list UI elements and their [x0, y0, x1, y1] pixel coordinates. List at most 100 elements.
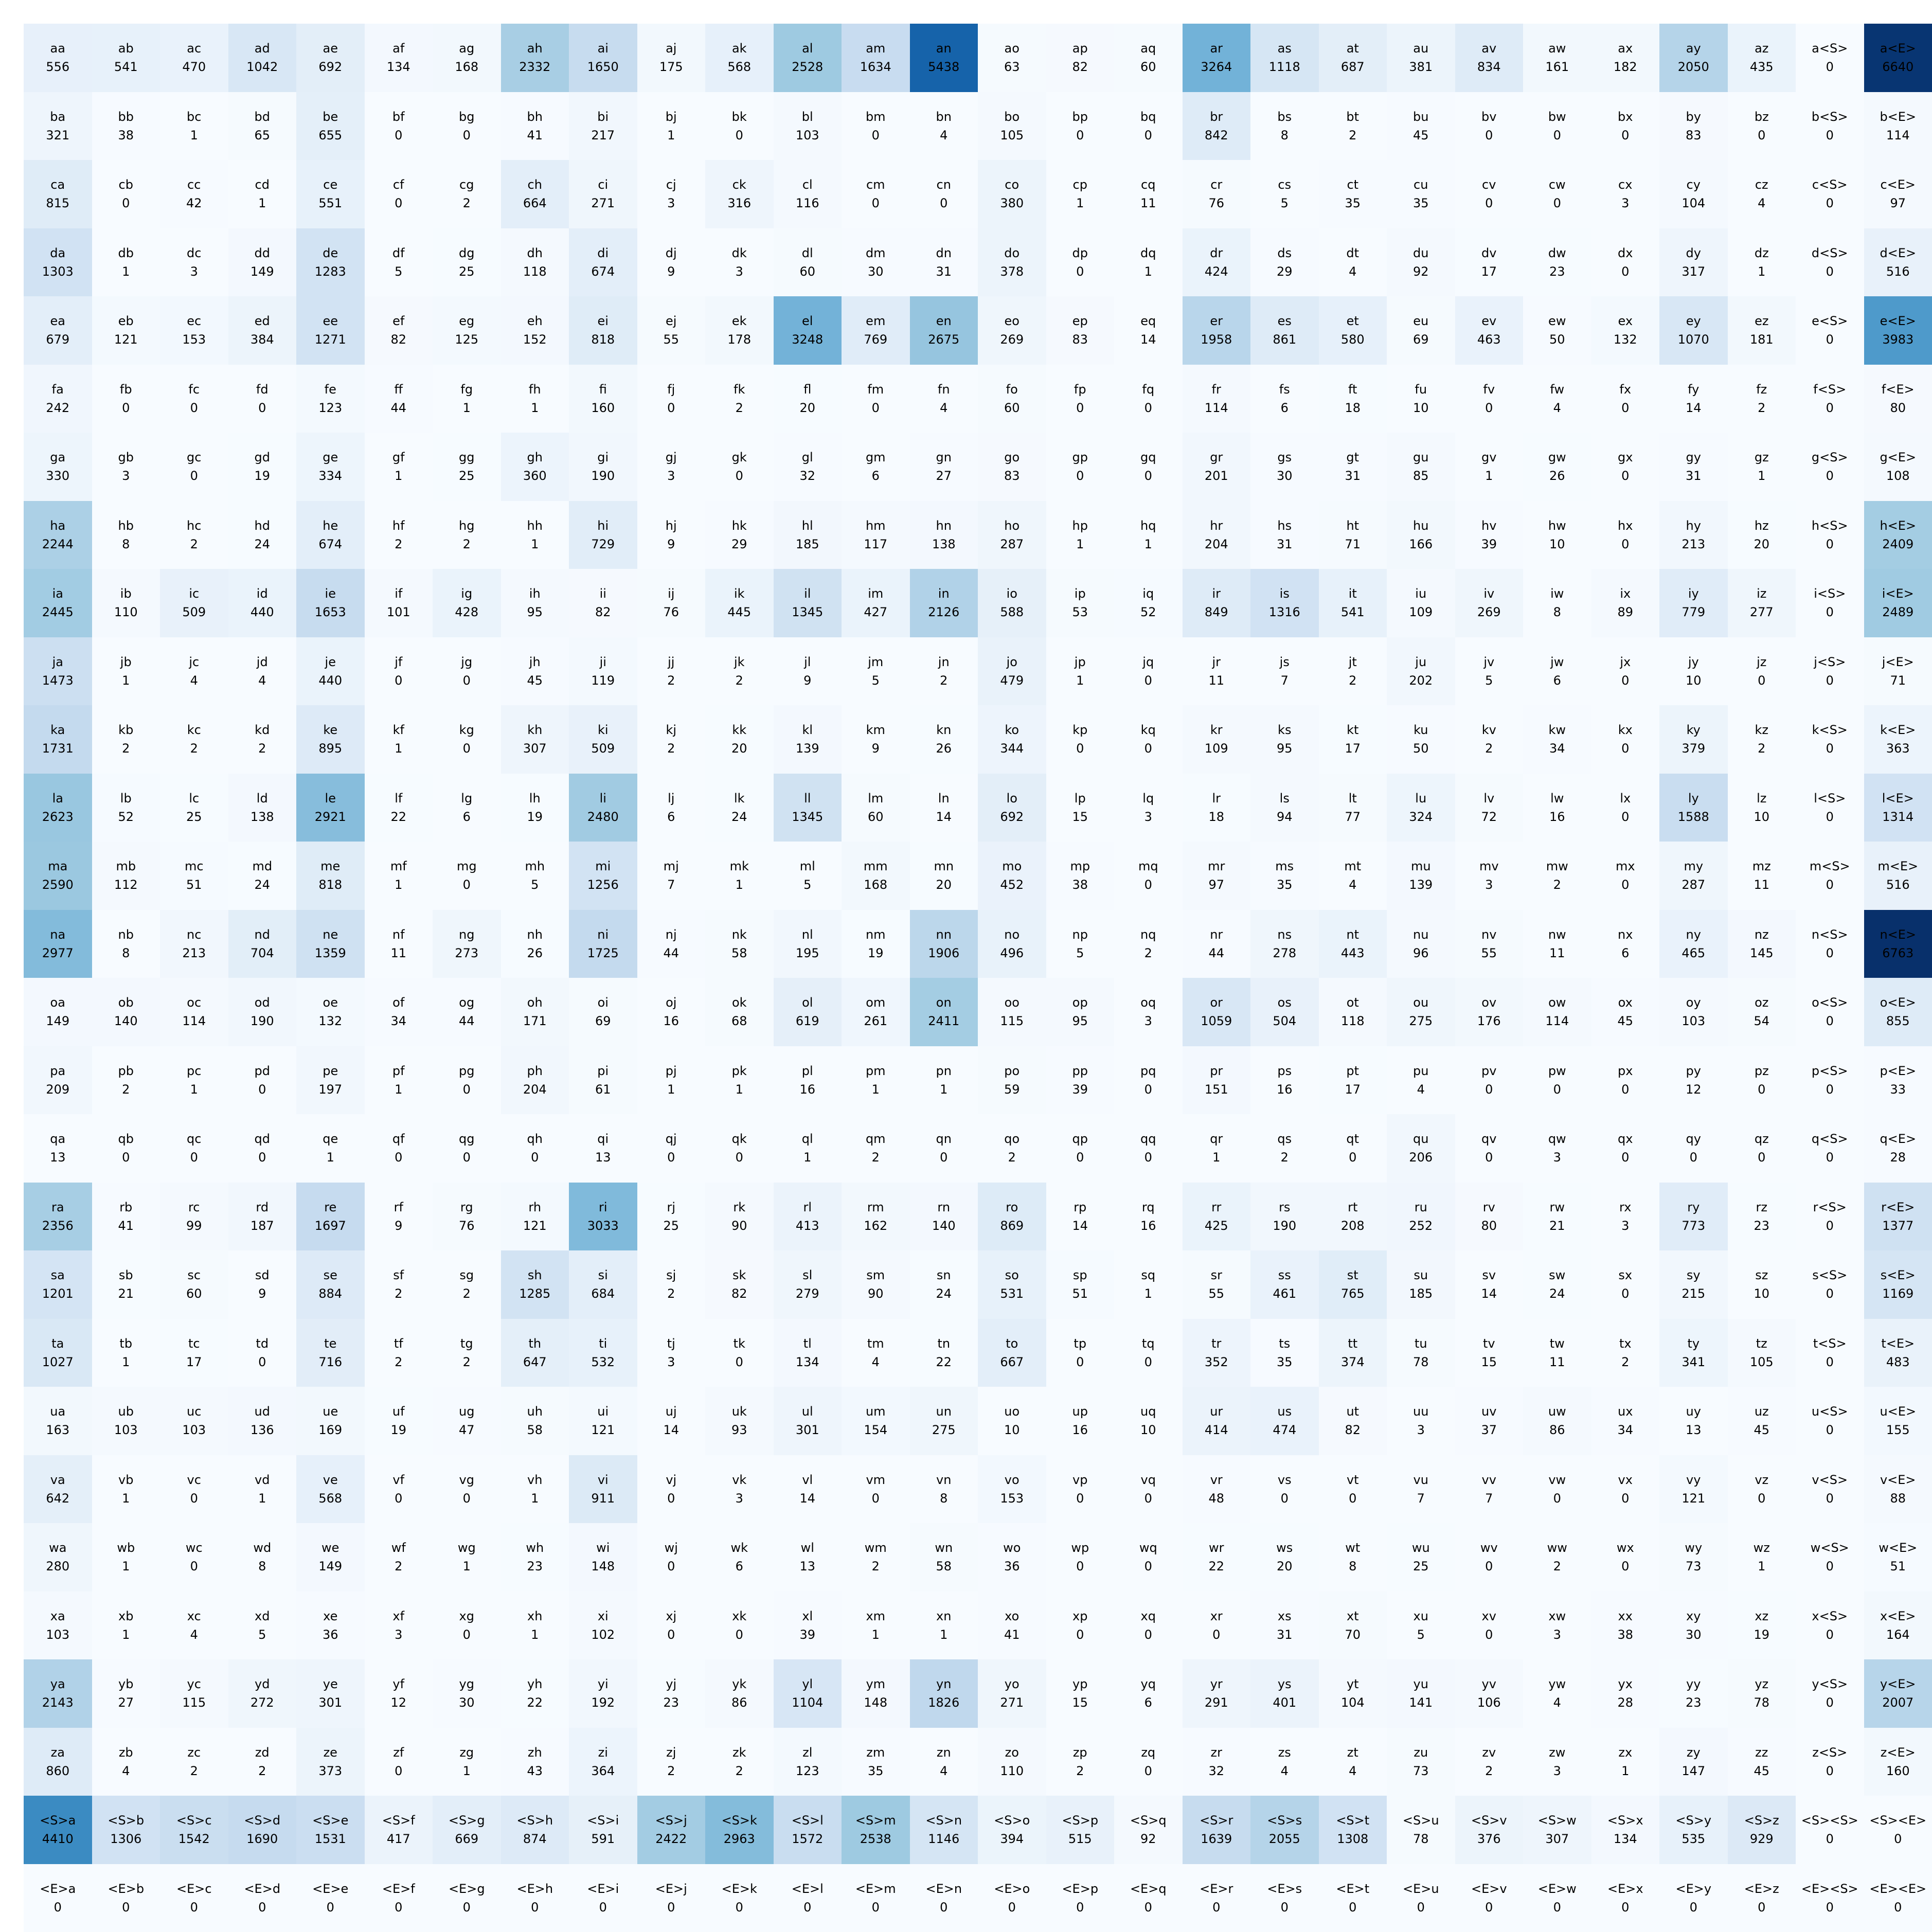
- count-label: 52: [118, 809, 134, 824]
- bigram-label: tk: [733, 1336, 745, 1351]
- bigram-label: gx: [1618, 450, 1633, 465]
- count-label: 22: [936, 1354, 952, 1369]
- bigram-label: <S>s: [1267, 1813, 1302, 1828]
- bigram-label: dc: [187, 245, 202, 260]
- count-label: 151: [1204, 1082, 1228, 1097]
- bigram-label: jx: [1620, 654, 1631, 669]
- count-label: 1: [1144, 536, 1152, 551]
- count-label: 2409: [1882, 536, 1914, 551]
- count-label: 1308: [1337, 1832, 1369, 1847]
- bigram-label: lf: [395, 791, 403, 806]
- count-label: 1146: [928, 1832, 960, 1847]
- bigram-label: fb: [119, 382, 132, 397]
- bigram-label: vs: [1277, 1472, 1292, 1487]
- bigram-label: yd: [255, 1677, 270, 1692]
- bigram-label: pl: [801, 1063, 813, 1078]
- bigram-label: cw: [1548, 177, 1566, 192]
- count-label: 0: [1826, 332, 1834, 347]
- bigram-label: z<E>: [1880, 1745, 1916, 1760]
- bigram-label: xp: [1072, 1608, 1088, 1623]
- count-label: 15: [1072, 809, 1088, 824]
- bigram-label: rs: [1279, 1200, 1291, 1214]
- count-label: 0: [1621, 128, 1630, 142]
- count-label: 71: [1890, 673, 1906, 688]
- bigram-label: a<E>: [1880, 41, 1916, 56]
- heatmap-cell: fb 0: [92, 364, 160, 433]
- heatmap-cell: by 83: [1659, 92, 1728, 160]
- bigram-label: km: [866, 723, 885, 738]
- heatmap-cell: aq 60: [1114, 24, 1183, 92]
- bigram-label: xh: [527, 1608, 543, 1623]
- bigram-label: ae: [323, 41, 338, 56]
- heatmap-cell: sx 0: [1591, 1250, 1659, 1319]
- count-label: 10: [1754, 809, 1770, 824]
- count-label: 0: [326, 1900, 334, 1915]
- heatmap-cell: vi 911: [569, 1455, 637, 1523]
- heatmap-cell: b<E> 114: [1864, 92, 1932, 160]
- count-label: 3: [395, 1627, 403, 1642]
- count-label: 2126: [928, 605, 960, 620]
- bigram-label: rj: [667, 1200, 676, 1214]
- heatmap-cell: wm 2: [842, 1523, 910, 1591]
- heatmap-cell: jo 479: [978, 637, 1046, 705]
- count-label: 2: [940, 673, 948, 688]
- heatmap-cell: ab 541: [92, 24, 160, 92]
- count-label: 1731: [42, 741, 74, 756]
- bigram-label: ub: [118, 1404, 134, 1419]
- bigram-label: tt: [1348, 1336, 1358, 1351]
- bigram-label: gw: [1548, 450, 1566, 465]
- bigram-label: <S>f: [382, 1813, 415, 1828]
- heatmap-cell: qb 0: [92, 1114, 160, 1183]
- bigram-label: wx: [1616, 1541, 1634, 1555]
- count-label: 31: [1345, 469, 1361, 484]
- heatmap-cell: te 716: [296, 1318, 365, 1387]
- heatmap-cell: pl 16: [773, 1046, 842, 1114]
- bigram-label: kr: [1210, 723, 1223, 738]
- count-label: 0: [667, 400, 675, 415]
- count-label: 2: [1076, 1763, 1084, 1778]
- bigram-label: vm: [866, 1472, 886, 1487]
- bigram-label: <E>v: [1471, 1881, 1507, 1896]
- count-label: 556: [46, 60, 70, 75]
- count-label: 509: [591, 741, 615, 756]
- count-label: 8: [122, 536, 130, 551]
- bigram-label: wn: [935, 1541, 953, 1555]
- bigram-label: mu: [1410, 859, 1431, 874]
- heatmap-cell: pj 1: [637, 1046, 705, 1114]
- count-label: 0: [1212, 1627, 1221, 1642]
- count-label: 0: [1076, 1150, 1084, 1165]
- heatmap-cell: nf 11: [364, 909, 433, 978]
- count-label: 2: [667, 1763, 675, 1778]
- count-label: 4: [1280, 1763, 1289, 1778]
- bigram-label: ak: [731, 41, 747, 56]
- heatmap-cell: u<S> 0: [1796, 1387, 1864, 1455]
- heatmap-cell: ih 95: [500, 569, 569, 637]
- bigram-label: cc: [187, 177, 201, 192]
- count-label: 65: [254, 128, 271, 142]
- heatmap-cell: ku 50: [1387, 705, 1455, 774]
- count-label: 352: [1204, 1354, 1228, 1369]
- heatmap-cell: be 655: [296, 92, 365, 160]
- bigram-label: <E>f: [382, 1881, 415, 1896]
- heatmap-cell: ep 83: [1046, 296, 1114, 365]
- count-label: 1473: [42, 673, 74, 688]
- heatmap-cell: qa 13: [24, 1114, 92, 1183]
- heatmap-cell: cr 76: [1182, 160, 1250, 228]
- bigram-label: cy: [1686, 177, 1701, 192]
- bigram-label: ue: [323, 1404, 338, 1419]
- count-label: 1306: [110, 1832, 142, 1847]
- bigram-label: xj: [666, 1608, 677, 1623]
- heatmap-cell: jr 11: [1182, 637, 1250, 705]
- heatmap-cell: lb 52: [92, 773, 160, 842]
- heatmap-cell: xu 5: [1387, 1591, 1455, 1659]
- count-label: 291: [1204, 1695, 1228, 1710]
- heatmap-cell: lf 22: [364, 773, 433, 842]
- count-label: 1285: [519, 1286, 551, 1301]
- heatmap-cell: vj 0: [637, 1455, 705, 1523]
- heatmap-cell: qh 0: [500, 1114, 569, 1183]
- heatmap-cell: ff 44: [364, 364, 433, 433]
- bigram-label: ts: [1279, 1336, 1291, 1351]
- heatmap-cell: op 95: [1046, 978, 1114, 1046]
- bigram-label: rh: [528, 1200, 542, 1214]
- heatmap-cell: <S>g 669: [433, 1796, 501, 1864]
